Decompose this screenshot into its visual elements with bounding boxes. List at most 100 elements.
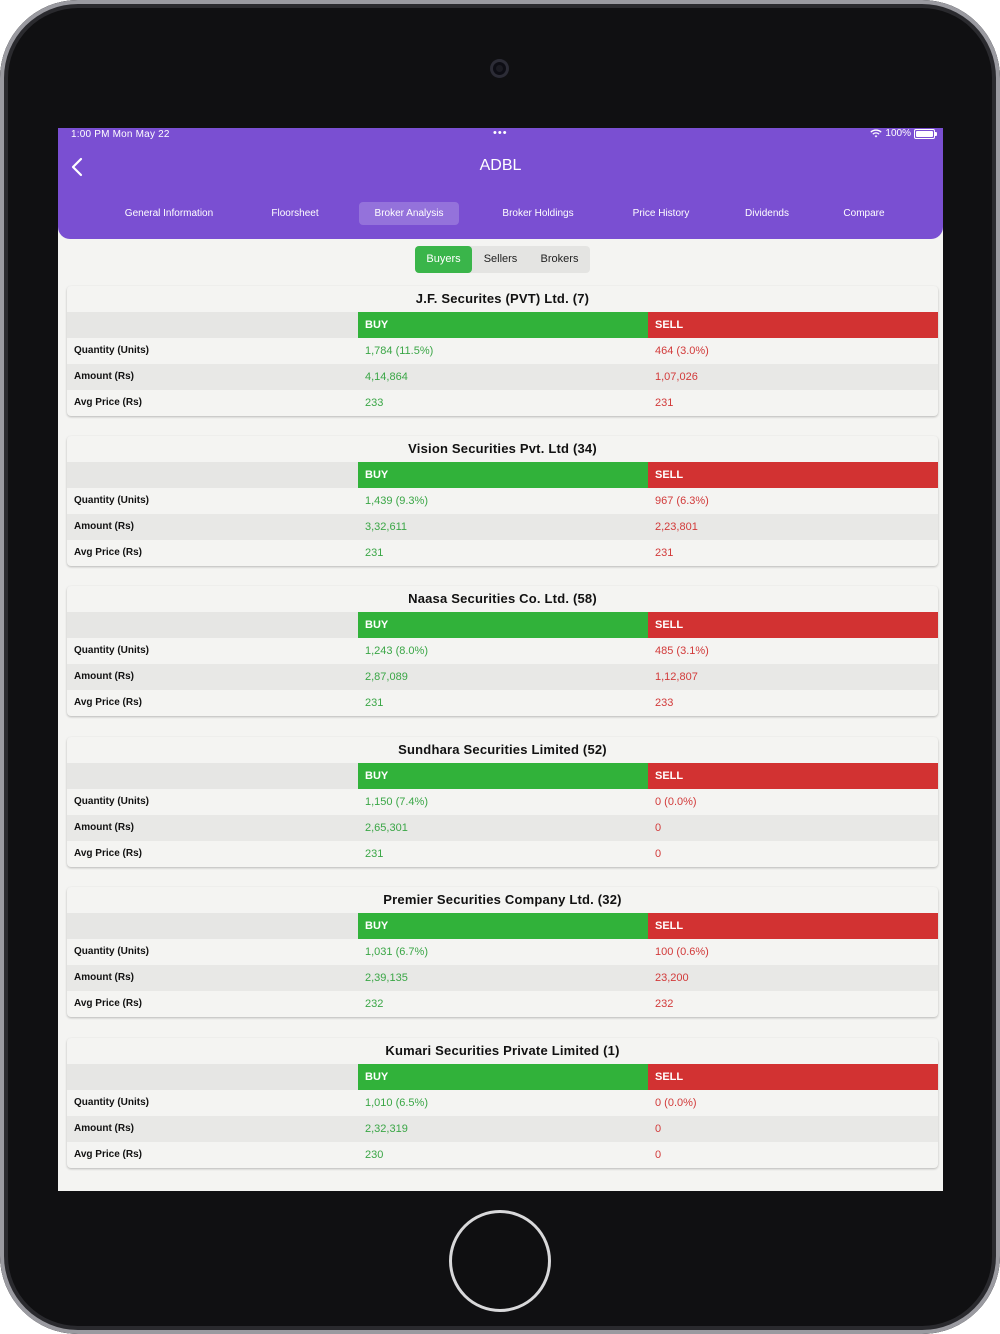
buy-header: BUY (358, 612, 648, 638)
avg-price-row: Avg Price (Rs) 230 0 (67, 1142, 938, 1168)
avg-price-row: Avg Price (Rs) 231 0 (67, 841, 938, 867)
buy-avg-price: 231 (365, 547, 384, 559)
sell-header: SELL (648, 763, 938, 789)
broker-card: Vision Securities Pvt. Ltd (34) BUY SELL… (67, 436, 938, 566)
buy-amount: 2,87,089 (365, 671, 408, 683)
tab-bar: General Information Floorsheet Broker An… (58, 202, 943, 225)
tab-price-history[interactable]: Price History (632, 208, 690, 219)
sell-header: SELL (648, 1064, 938, 1090)
broker-card: Premier Securities Company Ltd. (32) BUY… (67, 887, 938, 1017)
sell-header: SELL (648, 462, 938, 488)
buy-avg-price: 231 (365, 697, 384, 709)
amount-label: Amount (Rs) (74, 371, 134, 382)
multitask-dots[interactable]: ••• (493, 128, 508, 139)
sell-quantity: 967 (6.3%) (655, 495, 709, 507)
status-time: 1:00 PM Mon May 22 (71, 129, 170, 140)
buy-avg-price: 232 (365, 998, 384, 1010)
avg-price-row: Avg Price (Rs) 231 231 (67, 540, 938, 566)
avg-price-row: Avg Price (Rs) 232 232 (67, 991, 938, 1017)
quantity-label: Quantity (Units) (74, 796, 149, 807)
quantity-row: Quantity (Units) 1,150 (7.4%) 0 (0.0%) (67, 789, 938, 815)
app-screen: 1:00 PM Mon May 22 ••• 100% ADBL General… (58, 128, 943, 1191)
page-title: ADBL (479, 157, 522, 174)
sell-amount: 1,12,807 (655, 671, 698, 683)
broker-name: Vision Securities Pvt. Ltd (34) (408, 441, 597, 456)
tab-broker-holdings[interactable]: Broker Holdings (502, 208, 574, 219)
amount-row: Amount (Rs) 2,65,301 0 (67, 815, 938, 841)
buy-amount: 4,14,864 (365, 371, 408, 383)
buy-amount: 2,32,319 (365, 1123, 408, 1135)
sell-header: SELL (648, 312, 938, 338)
broker-card: Sundhara Securities Limited (52) BUY SEL… (67, 737, 938, 867)
buy-avg-price: 230 (365, 1149, 384, 1161)
quantity-label: Quantity (Units) (74, 946, 149, 957)
amount-row: Amount (Rs) 2,32,319 0 (67, 1116, 938, 1142)
segment-sellers[interactable]: Sellers (483, 253, 518, 265)
buy-amount: 2,39,135 (365, 972, 408, 984)
sell-amount: 23,200 (655, 972, 689, 984)
amount-label: Amount (Rs) (74, 822, 134, 833)
buy-header: BUY (358, 462, 648, 488)
quantity-label: Quantity (Units) (74, 645, 149, 656)
wifi-icon (870, 129, 883, 138)
sell-quantity: 0 (0.0%) (655, 1097, 697, 1109)
sell-avg-price: 232 (655, 998, 674, 1010)
battery-percent: 100% (885, 128, 911, 139)
avg-price-label: Avg Price (Rs) (74, 998, 142, 1009)
buy-amount: 3,32,611 (365, 521, 408, 533)
broker-name: Premier Securities Company Ltd. (32) (383, 892, 622, 907)
sell-avg-price: 0 (655, 848, 662, 860)
broker-name: Sundhara Securities Limited (52) (398, 742, 607, 757)
sell-header: SELL (648, 612, 938, 638)
sell-amount: 0 (655, 1123, 662, 1135)
home-button[interactable] (449, 1210, 551, 1312)
buy-quantity: 1,010 (6.5%) (365, 1097, 428, 1109)
sell-quantity: 464 (3.0%) (655, 345, 709, 357)
sell-amount: 1,07,026 (655, 371, 698, 383)
quantity-row: Quantity (Units) 1,784 (11.5%) 464 (3.0%… (67, 338, 938, 364)
amount-row: Amount (Rs) 2,87,089 1,12,807 (67, 664, 938, 690)
avg-price-label: Avg Price (Rs) (74, 547, 142, 558)
avg-price-row: Avg Price (Rs) 233 231 (67, 390, 938, 416)
avg-price-label: Avg Price (Rs) (74, 397, 142, 408)
segment-buyers[interactable]: Buyers (415, 246, 472, 273)
tab-compare[interactable]: Compare (843, 208, 885, 219)
tab-broker-analysis[interactable]: Broker Analysis (359, 202, 459, 225)
back-chevron-icon[interactable] (67, 154, 87, 180)
amount-label: Amount (Rs) (74, 521, 134, 532)
amount-label: Amount (Rs) (74, 1123, 134, 1134)
amount-row: Amount (Rs) 4,14,864 1,07,026 (67, 364, 938, 390)
quantity-label: Quantity (Units) (74, 495, 149, 506)
sell-quantity: 100 (0.6%) (655, 946, 709, 958)
amount-row: Amount (Rs) 2,39,135 23,200 (67, 965, 938, 991)
avg-price-label: Avg Price (Rs) (74, 1149, 142, 1160)
broker-card: J.F. Securites (PVT) Ltd. (7) BUY SELL Q… (67, 286, 938, 416)
segment-brokers[interactable]: Brokers (540, 253, 579, 265)
buy-header: BUY (358, 913, 648, 939)
sell-avg-price: 231 (655, 547, 674, 559)
buy-quantity: 1,439 (9.3%) (365, 495, 428, 507)
buy-quantity: 1,031 (6.7%) (365, 946, 428, 958)
tab-general-information[interactable]: General Information (124, 208, 214, 219)
buy-header: BUY (358, 763, 648, 789)
avg-price-label: Avg Price (Rs) (74, 697, 142, 708)
quantity-row: Quantity (Units) 1,243 (8.0%) 485 (3.1%) (67, 638, 938, 664)
buy-avg-price: 233 (365, 397, 384, 409)
camera-icon (490, 59, 509, 78)
sell-header: SELL (648, 913, 938, 939)
tab-dividends[interactable]: Dividends (745, 208, 789, 219)
buy-header: BUY (358, 1064, 648, 1090)
broker-name: J.F. Securites (PVT) Ltd. (7) (415, 291, 590, 306)
broker-card: Naasa Securities Co. Ltd. (58) BUY SELL … (67, 586, 938, 716)
buy-header: BUY (358, 312, 648, 338)
status-right: 100% (870, 128, 937, 139)
sell-avg-price: 0 (655, 1149, 662, 1161)
segment-control: Buyers Sellers Brokers (415, 246, 590, 273)
buy-quantity: 1,150 (7.4%) (365, 796, 428, 808)
quantity-row: Quantity (Units) 1,010 (6.5%) 0 (0.0%) (67, 1090, 938, 1116)
quantity-label: Quantity (Units) (74, 1097, 149, 1108)
app-header: 1:00 PM Mon May 22 ••• 100% ADBL General… (58, 128, 943, 239)
broker-card: Kumari Securities Private Limited (1) BU… (67, 1038, 938, 1168)
tab-floorsheet[interactable]: Floorsheet (271, 208, 319, 219)
